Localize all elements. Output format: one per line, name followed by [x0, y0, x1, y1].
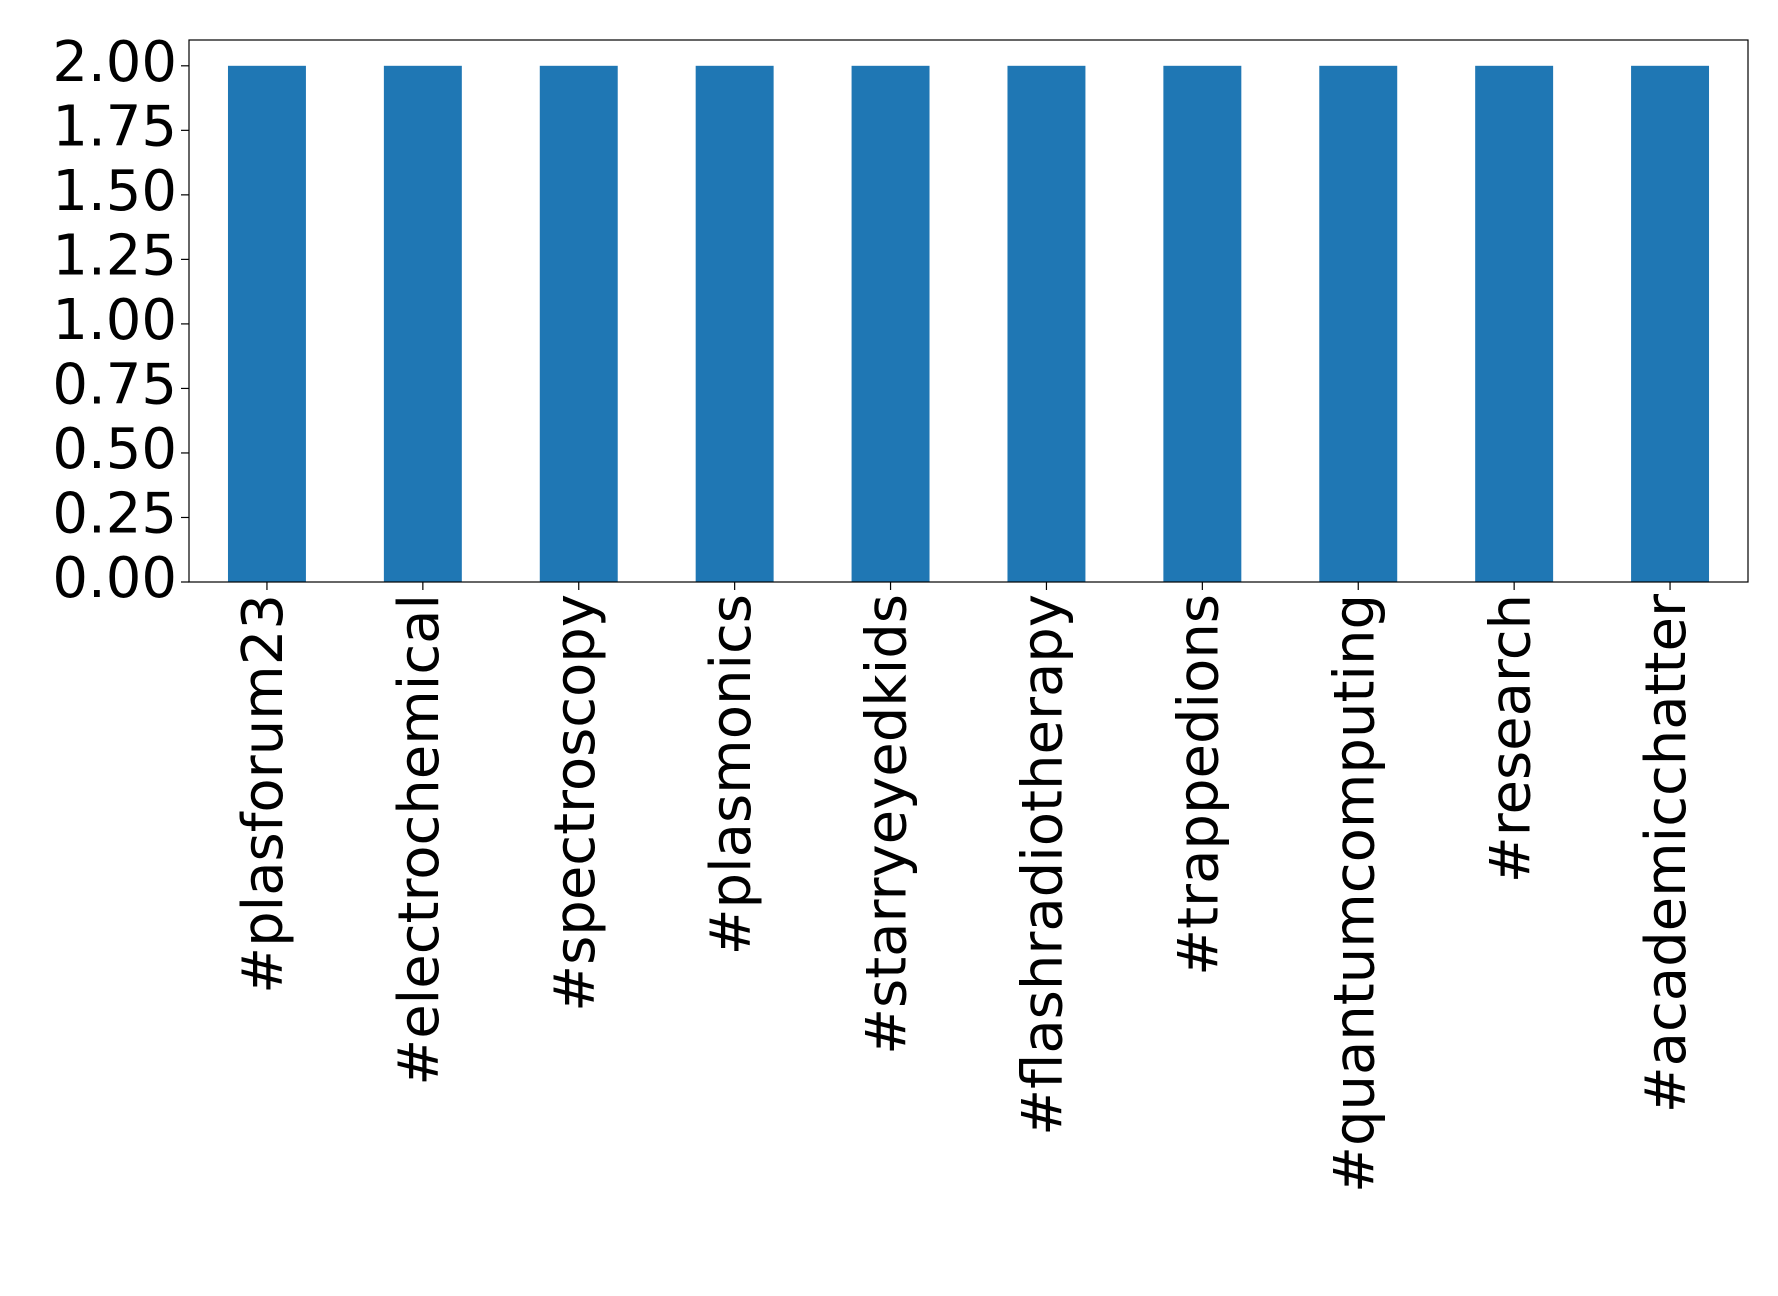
y-tick-label: 1.25: [52, 224, 177, 289]
x-tick-label: #electrochemical: [387, 594, 452, 1086]
bar: [383, 65, 462, 583]
bar: [1319, 65, 1398, 583]
bar: [1631, 65, 1710, 583]
y-tick-label: 1.00: [52, 288, 177, 353]
x-tick-label: #starryeyedkids: [855, 594, 920, 1055]
x-tick-label: #quantumcomputing: [1322, 594, 1387, 1193]
x-tick-label: #academicchatter: [1634, 593, 1699, 1113]
y-tick-label: 1.50: [52, 159, 177, 224]
bar: [539, 65, 618, 583]
x-tick-label: #plasmonics: [699, 594, 764, 955]
bar: [695, 65, 774, 583]
plot-frame: [188, 39, 1749, 583]
bar: [851, 65, 930, 583]
x-tick-label: #research: [1478, 594, 1543, 883]
x-tick-label: #flashradiotherapy: [1011, 594, 1076, 1136]
bar: [1475, 65, 1554, 583]
bar: [1163, 65, 1242, 583]
y-tick-label: 2.00: [52, 30, 177, 95]
x-tick-label: #spectroscopy: [543, 594, 608, 1012]
bar: [227, 65, 306, 583]
y-tick-label: 1.75: [52, 94, 177, 159]
x-tick-label: #plasforum23: [231, 594, 296, 994]
y-tick-label: 0.25: [52, 482, 177, 547]
y-tick-label: 0.50: [52, 417, 177, 482]
x-tick-label: #trappedions: [1166, 594, 1231, 976]
y-tick-label: 0.00: [52, 546, 177, 611]
y-tick-label: 0.75: [52, 353, 177, 418]
bar: [1007, 65, 1086, 583]
